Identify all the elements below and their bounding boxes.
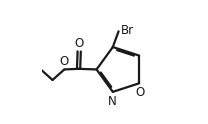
Text: N: N: [108, 95, 117, 108]
Text: Br: Br: [120, 24, 134, 37]
Text: O: O: [75, 37, 84, 50]
Text: O: O: [60, 55, 69, 68]
Text: O: O: [135, 86, 144, 99]
